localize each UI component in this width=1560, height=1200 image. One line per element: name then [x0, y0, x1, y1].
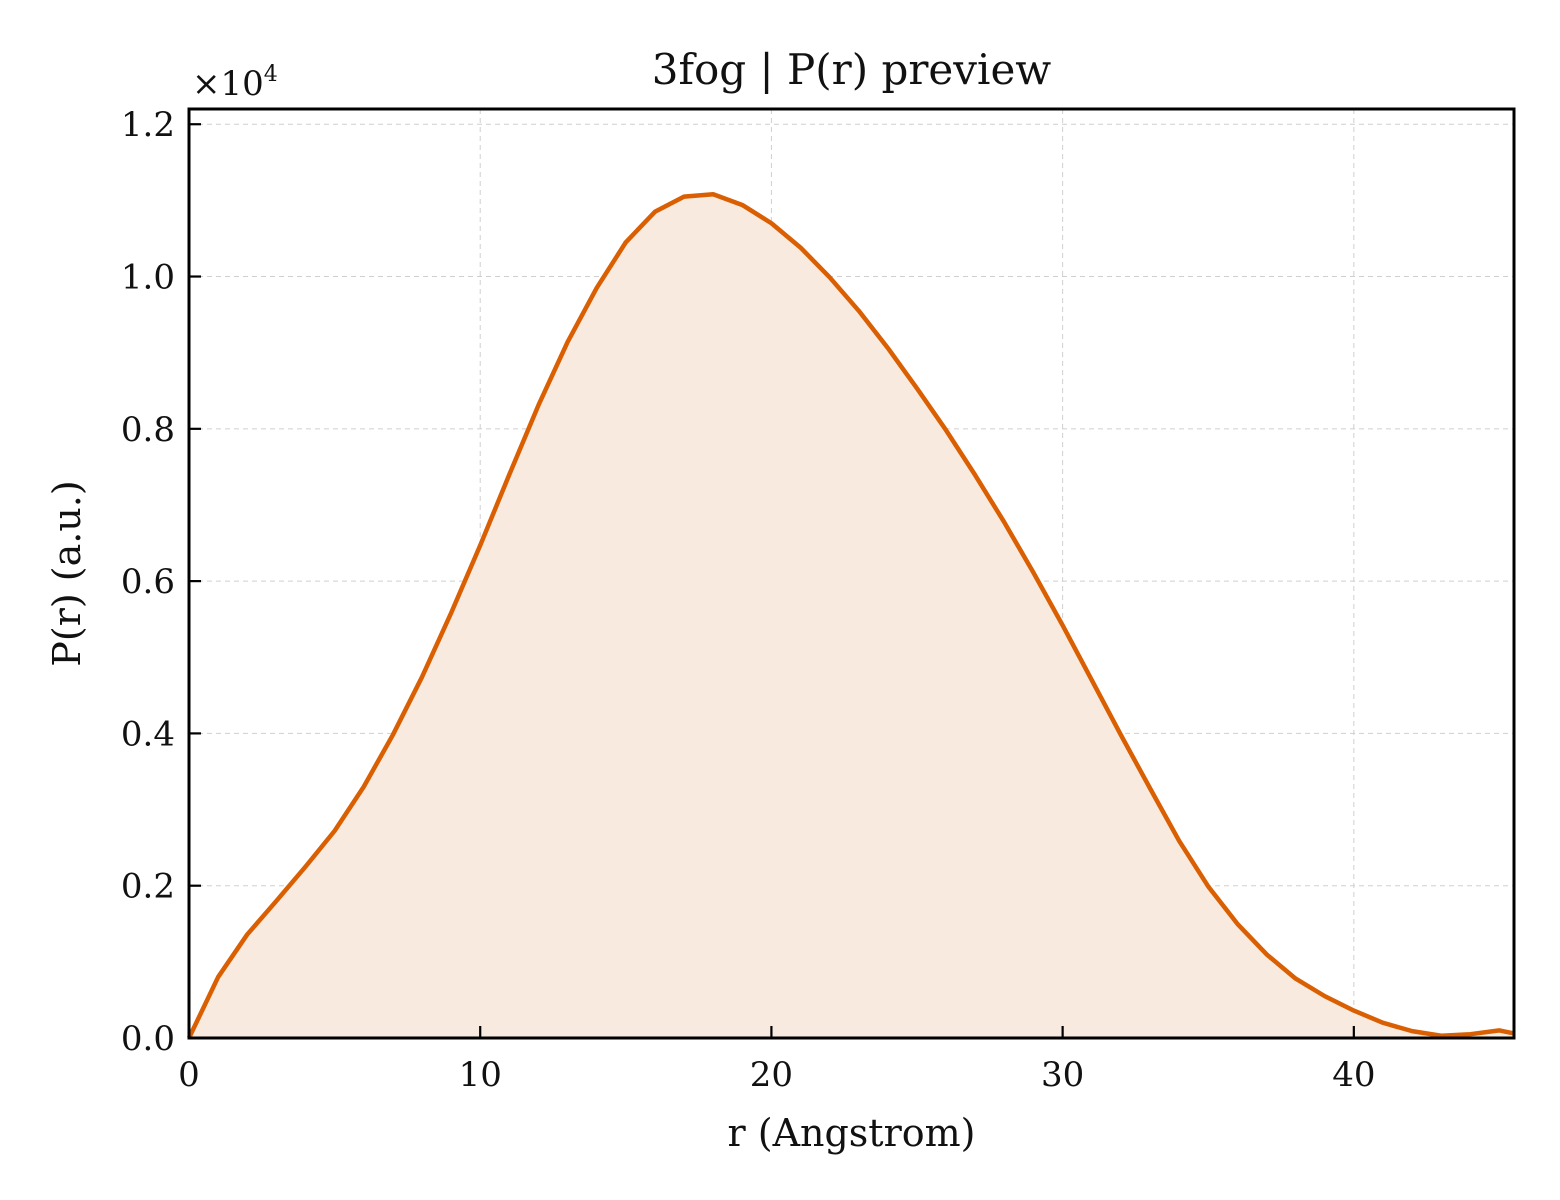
- axis-ticks: [187, 123, 1355, 1040]
- y-tick-label: 0.4: [121, 714, 175, 754]
- y-offset-base: ×10: [192, 64, 264, 104]
- x-tick-label: 0: [178, 1055, 200, 1095]
- x-tick-label: 40: [1332, 1055, 1375, 1095]
- y-offset-multiplier: ×104: [192, 62, 278, 104]
- x-tick-label: 30: [1041, 1055, 1084, 1095]
- chart-title: 3fog | P(r) preview: [652, 45, 1052, 94]
- plot-frame: [187, 107, 1516, 1040]
- pr-series-line: [186, 192, 1515, 1039]
- x-tick-label: 20: [750, 1055, 793, 1095]
- tick-labels: 0 10 20 30 40 0.0 0.2 0.4 0.6 0.8 1.0 1.2: [121, 105, 1376, 1095]
- x-tick-label: 10: [459, 1055, 502, 1095]
- y-tick-label: 0.2: [121, 867, 175, 907]
- y-tick-label: 1.2: [121, 105, 175, 145]
- y-offset-exponent: 4: [264, 62, 278, 87]
- y-axis-label: P(r) (a.u.): [45, 480, 89, 666]
- y-tick-label: 0.8: [121, 410, 175, 450]
- y-tick-label: 0.0: [121, 1019, 175, 1059]
- pr-area-fill: [189, 194, 1514, 1039]
- y-tick-label: 0.6: [121, 562, 175, 602]
- x-axis-label: r (Angstrom): [728, 1111, 976, 1155]
- y-tick-label: 1.0: [121, 258, 175, 298]
